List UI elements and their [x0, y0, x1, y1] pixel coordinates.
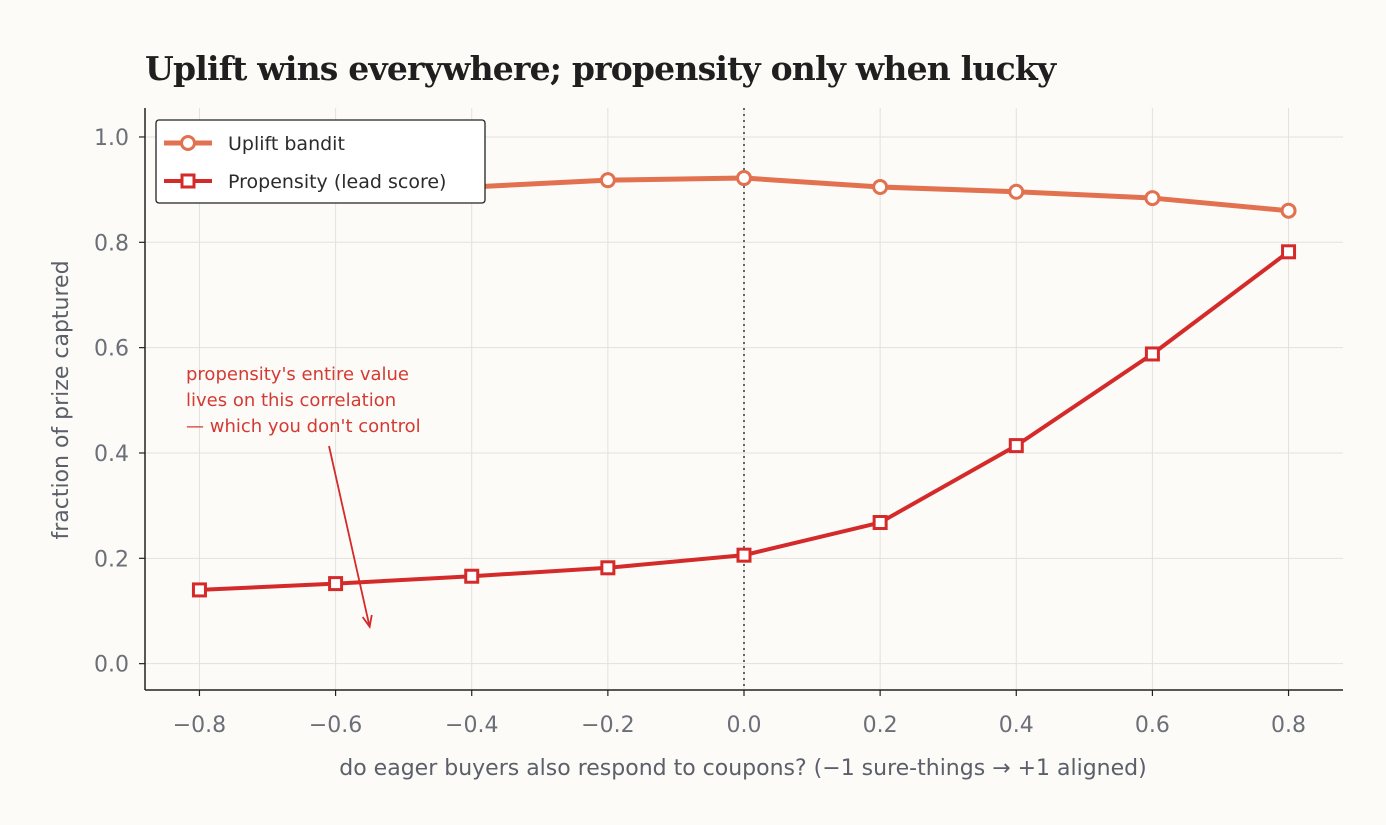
y-tick-label: 0.2	[94, 547, 129, 572]
propensity-point	[191, 582, 207, 598]
x-tick-label: −0.4	[445, 713, 498, 738]
x-tick-label: 0.4	[999, 713, 1034, 738]
legend-label: Propensity (lead score)	[228, 171, 446, 193]
propensity-point	[872, 515, 888, 531]
x-tick-label: −0.6	[309, 713, 362, 738]
uplift-point	[736, 170, 752, 187]
propensity-point	[736, 547, 752, 563]
annotation-arrow	[328, 445, 371, 627]
propensity-point	[1144, 346, 1160, 362]
y-tick-label: 0.6	[94, 337, 129, 362]
legend: Uplift bandit Propensity (lead score)	[155, 119, 486, 204]
uplift-point	[1008, 183, 1025, 200]
uplift-point	[872, 179, 889, 196]
x-tick-label: 0.2	[863, 713, 898, 738]
annotation-group: propensity's entire value lives on this c…	[186, 364, 421, 630]
annotation-text-line: propensity's entire value	[186, 364, 409, 385]
propensity-point	[1008, 438, 1024, 454]
propensity-point	[328, 576, 344, 592]
legend-label: Uplift bandit	[228, 133, 345, 155]
chart-title: Uplift wins everywhere; propensity only …	[145, 49, 1057, 88]
uplift-point	[1144, 190, 1161, 207]
axes: −0.8 −0.6 −0.4 −0.2 0.0 0.2 0.4 0.6 0.8 0.0 0.2 0.4…	[94, 108, 1343, 738]
annotation-text-line: — which you don't control	[186, 416, 421, 437]
legend-square-marker	[180, 173, 196, 189]
legend-box	[155, 119, 486, 204]
x-axis-label: do eager buyers also respond to coupons?…	[339, 756, 1146, 781]
propensity-point	[464, 568, 480, 584]
x-tick-label: −0.8	[173, 713, 226, 738]
annotation-text-line: lives on this correlation	[186, 390, 396, 411]
x-tick-label: 0.0	[727, 713, 762, 738]
x-tick-label: −0.2	[581, 713, 634, 738]
y-tick-label: 0.8	[94, 231, 129, 256]
y-tick-label: 0.0	[94, 653, 129, 678]
uplift-point	[1280, 202, 1297, 219]
propensity-point	[1281, 244, 1297, 260]
propensity-point	[600, 560, 616, 576]
x-tick-label: 0.6	[1135, 713, 1170, 738]
annotation-arrowhead	[361, 614, 373, 630]
uplift-point	[599, 172, 616, 189]
grid	[145, 108, 1343, 690]
y-axis-label: fraction of prize captured	[49, 260, 74, 539]
series-group	[191, 170, 1297, 598]
y-tick-label: 1.0	[94, 126, 129, 151]
legend-circle-marker	[180, 135, 196, 151]
x-tick-label: 0.8	[1271, 713, 1306, 738]
y-tick-label: 0.4	[94, 442, 129, 467]
